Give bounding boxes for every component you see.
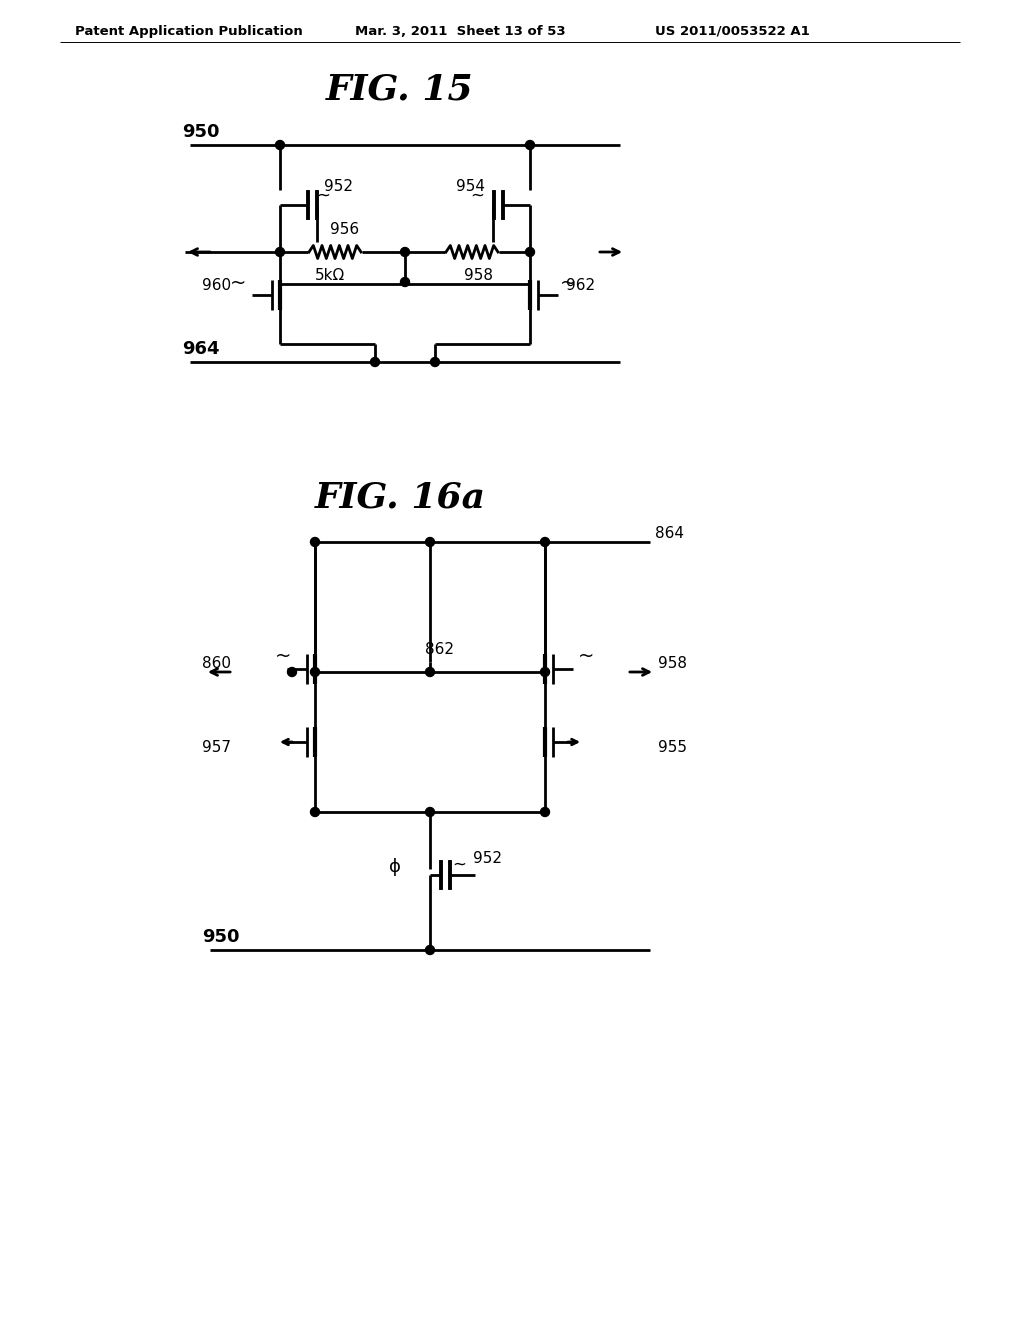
Circle shape: [541, 668, 550, 676]
Text: 960: 960: [202, 279, 231, 293]
Text: 964: 964: [182, 341, 219, 358]
Text: 952: 952: [473, 851, 502, 866]
Text: ~: ~: [230, 275, 247, 293]
Text: Patent Application Publication: Patent Application Publication: [75, 25, 303, 38]
Circle shape: [426, 808, 434, 817]
Text: 957: 957: [202, 741, 231, 755]
Circle shape: [426, 537, 434, 546]
Text: ~: ~: [452, 855, 466, 874]
Text: 860: 860: [202, 656, 231, 671]
Circle shape: [541, 808, 550, 817]
Text: ϕ: ϕ: [389, 858, 401, 876]
Text: 955: 955: [658, 741, 687, 755]
Circle shape: [426, 945, 434, 954]
Text: 952: 952: [324, 180, 353, 194]
Text: FIG. 15: FIG. 15: [327, 73, 474, 106]
Text: 958: 958: [464, 268, 493, 282]
Circle shape: [525, 248, 535, 256]
Text: ~: ~: [560, 275, 577, 293]
Text: 862: 862: [425, 642, 454, 657]
Text: ~: ~: [275, 647, 292, 667]
Text: 5kΩ: 5kΩ: [315, 268, 345, 282]
Text: ~: ~: [470, 187, 484, 205]
Text: 864: 864: [655, 525, 684, 541]
Circle shape: [400, 248, 410, 256]
Text: 950: 950: [202, 928, 240, 946]
Circle shape: [288, 668, 297, 676]
Circle shape: [400, 277, 410, 286]
Text: FIG. 16a: FIG. 16a: [314, 480, 485, 513]
Circle shape: [541, 537, 550, 546]
Circle shape: [525, 140, 535, 149]
Text: Mar. 3, 2011  Sheet 13 of 53: Mar. 3, 2011 Sheet 13 of 53: [355, 25, 565, 38]
Text: 956: 956: [330, 222, 359, 238]
Text: US 2011/0053522 A1: US 2011/0053522 A1: [655, 25, 810, 38]
Text: 954: 954: [456, 180, 485, 194]
Circle shape: [275, 140, 285, 149]
Text: 950: 950: [182, 123, 219, 141]
Circle shape: [371, 358, 380, 367]
Text: ~: ~: [316, 187, 330, 205]
Circle shape: [310, 808, 319, 817]
Text: 958: 958: [658, 656, 687, 671]
Circle shape: [310, 537, 319, 546]
Circle shape: [310, 668, 319, 676]
Circle shape: [426, 668, 434, 676]
Circle shape: [275, 248, 285, 256]
Circle shape: [430, 358, 439, 367]
Text: ~: ~: [578, 647, 594, 667]
Text: 962: 962: [566, 279, 595, 293]
